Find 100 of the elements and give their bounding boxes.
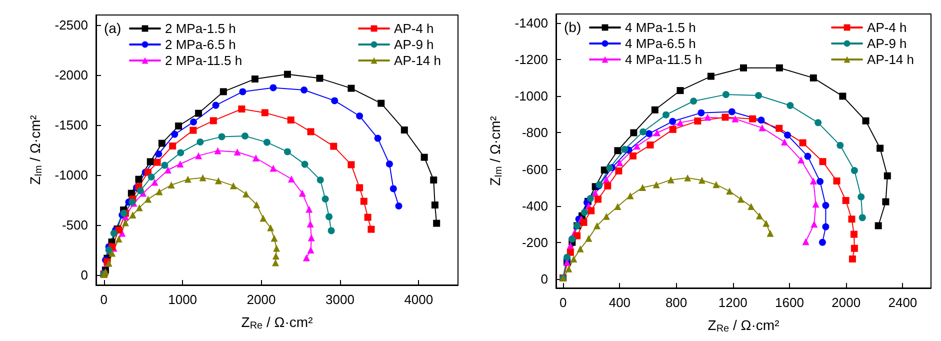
legend-label: AP-4 h (867, 20, 907, 35)
point (322, 196, 329, 202)
point (726, 188, 733, 195)
point (364, 214, 372, 221)
point (300, 86, 308, 94)
legend-label: 2 MPa-1.5 h (165, 21, 236, 36)
point (776, 124, 783, 132)
point (850, 167, 858, 174)
point (136, 204, 143, 212)
y-tick-label: -800 (522, 125, 548, 140)
x-tick-label: 0 (559, 295, 567, 310)
point (212, 102, 220, 109)
point (252, 154, 260, 162)
point (267, 224, 274, 232)
x-tick-label: 3000 (325, 292, 354, 307)
point (810, 177, 817, 184)
point (614, 203, 622, 210)
point (190, 126, 197, 134)
point (171, 130, 178, 138)
x-tick-label: 400 (608, 295, 631, 310)
point (884, 172, 891, 180)
x-tick-label: 1600 (775, 295, 804, 310)
point (819, 158, 826, 166)
point (804, 152, 812, 160)
point (195, 152, 202, 160)
point (755, 92, 762, 99)
point (707, 72, 714, 80)
point (260, 214, 267, 222)
point (148, 174, 155, 180)
point (639, 184, 646, 192)
point (151, 178, 158, 186)
point (802, 238, 810, 246)
x-tick-label: 2400 (888, 295, 918, 310)
point (630, 129, 638, 136)
point (586, 194, 594, 202)
point (316, 176, 324, 184)
point (348, 84, 355, 92)
point (136, 187, 144, 194)
point (676, 87, 684, 94)
point (234, 148, 241, 156)
x-tick-label: 0 (100, 292, 108, 307)
point (626, 192, 634, 200)
y-tick-label: -2500 (54, 18, 88, 32)
x-tick-label: 800 (665, 295, 688, 310)
point (220, 88, 227, 96)
point (348, 161, 355, 168)
point (115, 236, 122, 242)
point (728, 108, 736, 116)
point (298, 190, 306, 197)
point (740, 64, 747, 72)
point (784, 132, 792, 139)
point (307, 128, 314, 136)
point (606, 164, 614, 172)
point (196, 138, 204, 146)
point (301, 160, 308, 168)
point (850, 244, 858, 252)
point (284, 70, 291, 78)
point (176, 160, 184, 168)
point (629, 152, 636, 160)
point (110, 230, 118, 237)
y-tick-label: -1500 (54, 118, 88, 132)
point (253, 201, 260, 208)
point (155, 150, 162, 158)
point (230, 182, 237, 190)
point (602, 212, 610, 220)
point (704, 114, 712, 121)
point (722, 91, 730, 98)
point (850, 230, 858, 238)
point (822, 202, 830, 209)
point (690, 98, 698, 105)
legend-label: 2 MPa-6.5 h (165, 37, 236, 52)
point (882, 198, 890, 206)
legend-label: AP-9 h (394, 37, 434, 52)
point (214, 177, 222, 184)
point (395, 202, 402, 210)
y-axis-title: ZIm / Ω·cm² (486, 116, 504, 186)
point (307, 246, 314, 254)
point (390, 185, 397, 192)
point (356, 184, 364, 192)
point (164, 166, 172, 174)
point (210, 117, 217, 124)
point (261, 109, 268, 116)
point (263, 138, 270, 146)
point (698, 109, 705, 116)
legend-label: AP-14 h (867, 52, 914, 67)
point (640, 128, 647, 136)
point (858, 214, 866, 222)
point (570, 255, 578, 262)
point (616, 159, 624, 166)
point (669, 118, 676, 125)
point (177, 149, 184, 156)
point (614, 147, 622, 154)
point (662, 111, 670, 118)
point (874, 222, 882, 230)
point (306, 220, 314, 228)
y-axis-title: ZIm / Ω·cm² (26, 114, 44, 185)
point (251, 76, 258, 82)
point (241, 132, 248, 140)
point (676, 119, 684, 126)
point (858, 193, 865, 200)
